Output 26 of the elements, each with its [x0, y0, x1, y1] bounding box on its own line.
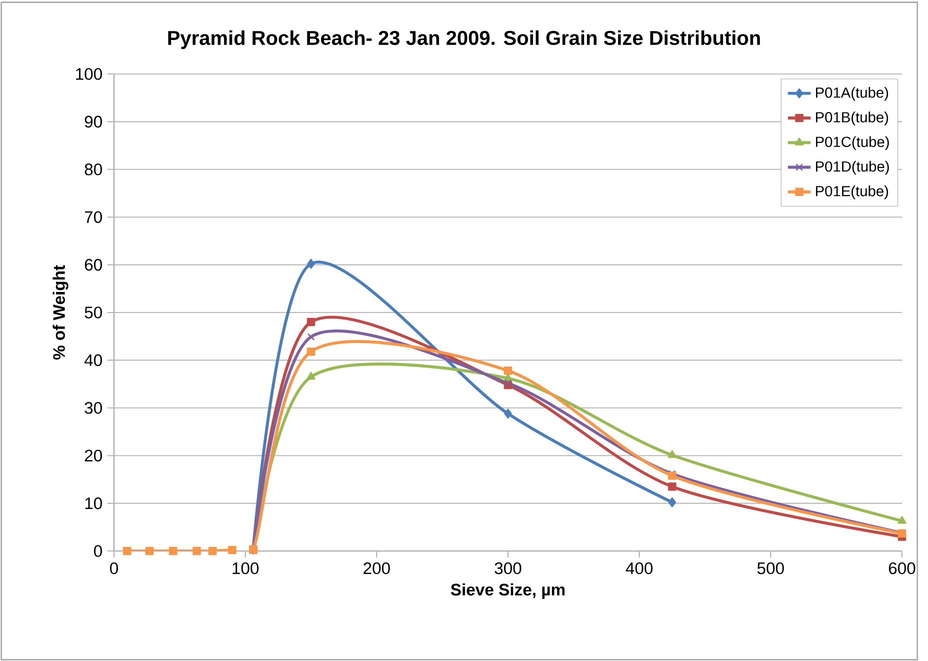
y-tick-label: 0 [94, 545, 102, 557]
chart-title: Pyramid Rock Beach- 23 Jan 2009. Soil Grain Size Distribution [168, 30, 760, 49]
x-tick-label: 600 [888, 562, 916, 574]
x-tick-label: 100 [232, 562, 259, 574]
legend-label: P01E(tube) [816, 186, 888, 200]
legend-label: P01B(tube) [816, 112, 888, 126]
x-axis-title: Sieve Size, µm [450, 583, 565, 599]
x-tick-label: 0 [110, 562, 118, 574]
y-tick-label: 40 [84, 354, 102, 366]
x-tick-label: 200 [364, 562, 390, 574]
y-tick-label: 100 [76, 68, 102, 80]
legend-label: P01A(tube) [816, 87, 888, 101]
y-tick-label: 20 [84, 450, 102, 462]
x-tick-label: 300 [494, 562, 522, 574]
y-tick-label: 80 [84, 164, 102, 176]
x-tick-label: 400 [626, 562, 653, 574]
y-tick-label: 60 [84, 258, 102, 271]
y-axis-title: % of Weight [52, 265, 68, 360]
y-tick-label: 70 [84, 211, 102, 223]
x-tick-label: 500 [757, 562, 784, 574]
y-tick-label: 50 [84, 306, 102, 318]
legend-label: P01D(tube) [816, 160, 889, 175]
y-tick-label: 30 [84, 402, 102, 414]
y-tick-label: 10 [85, 497, 102, 510]
legend-label: P01C(tube) [816, 136, 889, 150]
y-tick-label: 90 [84, 116, 102, 128]
